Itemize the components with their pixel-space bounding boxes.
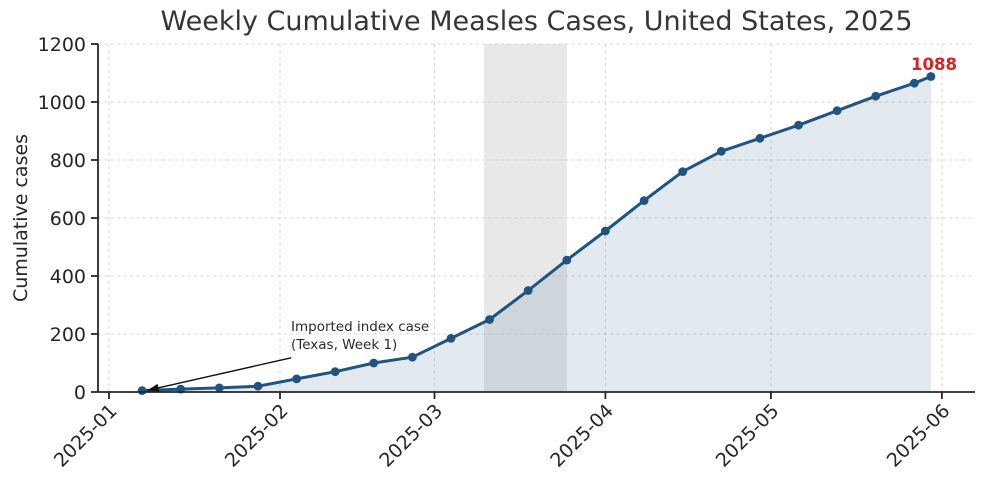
data-point — [909, 78, 919, 88]
y-tick-label: 1200 — [38, 34, 86, 56]
annotation-arrowhead — [147, 383, 160, 392]
data-point — [369, 358, 379, 368]
data-point — [678, 167, 688, 177]
x-tick-label: 2025-05 — [712, 400, 784, 472]
y-tick-label: 0 — [74, 382, 86, 404]
data-point — [137, 386, 147, 395]
data-point — [253, 381, 263, 391]
annotation-arrow — [147, 357, 292, 391]
data-point — [716, 146, 726, 156]
y-tick-label: 400 — [50, 266, 86, 288]
data-point — [330, 367, 340, 377]
x-tick-label: 2025-01 — [50, 400, 122, 472]
y-tick-label: 200 — [50, 324, 86, 346]
data-point — [755, 133, 765, 143]
annotation-line-2: (Texas, Week 1) — [291, 337, 398, 353]
y-tick-label: 800 — [50, 150, 86, 172]
chart-title: Weekly Cumulative Measles Cases, United … — [160, 6, 913, 37]
index-case-annotation: Imported index case (Texas, Week 1) — [291, 318, 429, 354]
data-point — [214, 383, 224, 393]
data-point — [446, 334, 456, 343]
data-point — [871, 91, 881, 101]
annotation-line-1: Imported index case — [291, 319, 430, 335]
data-point — [926, 72, 936, 81]
data-point — [832, 106, 842, 116]
area-fill — [142, 76, 931, 392]
y-axis-label: Cumulative cases — [10, 133, 32, 303]
x-tick-label: 2025-02 — [221, 400, 293, 472]
y-tick-label: 600 — [50, 208, 86, 230]
x-tick-label: 2025-03 — [375, 400, 447, 472]
data-point — [485, 315, 494, 324]
data-point — [794, 120, 803, 130]
data-point — [292, 374, 301, 384]
data-point — [523, 286, 533, 295]
final-count-label: 1088 — [911, 55, 957, 74]
data-point — [639, 196, 649, 206]
data-point — [408, 352, 417, 362]
x-tick-label: 2025-04 — [546, 400, 618, 472]
y-tick-label: 1000 — [38, 92, 86, 114]
x-tick-label: 2025-06 — [883, 400, 955, 472]
data-point — [601, 226, 610, 236]
data-point — [562, 255, 572, 265]
trend-line — [140, 75, 933, 393]
